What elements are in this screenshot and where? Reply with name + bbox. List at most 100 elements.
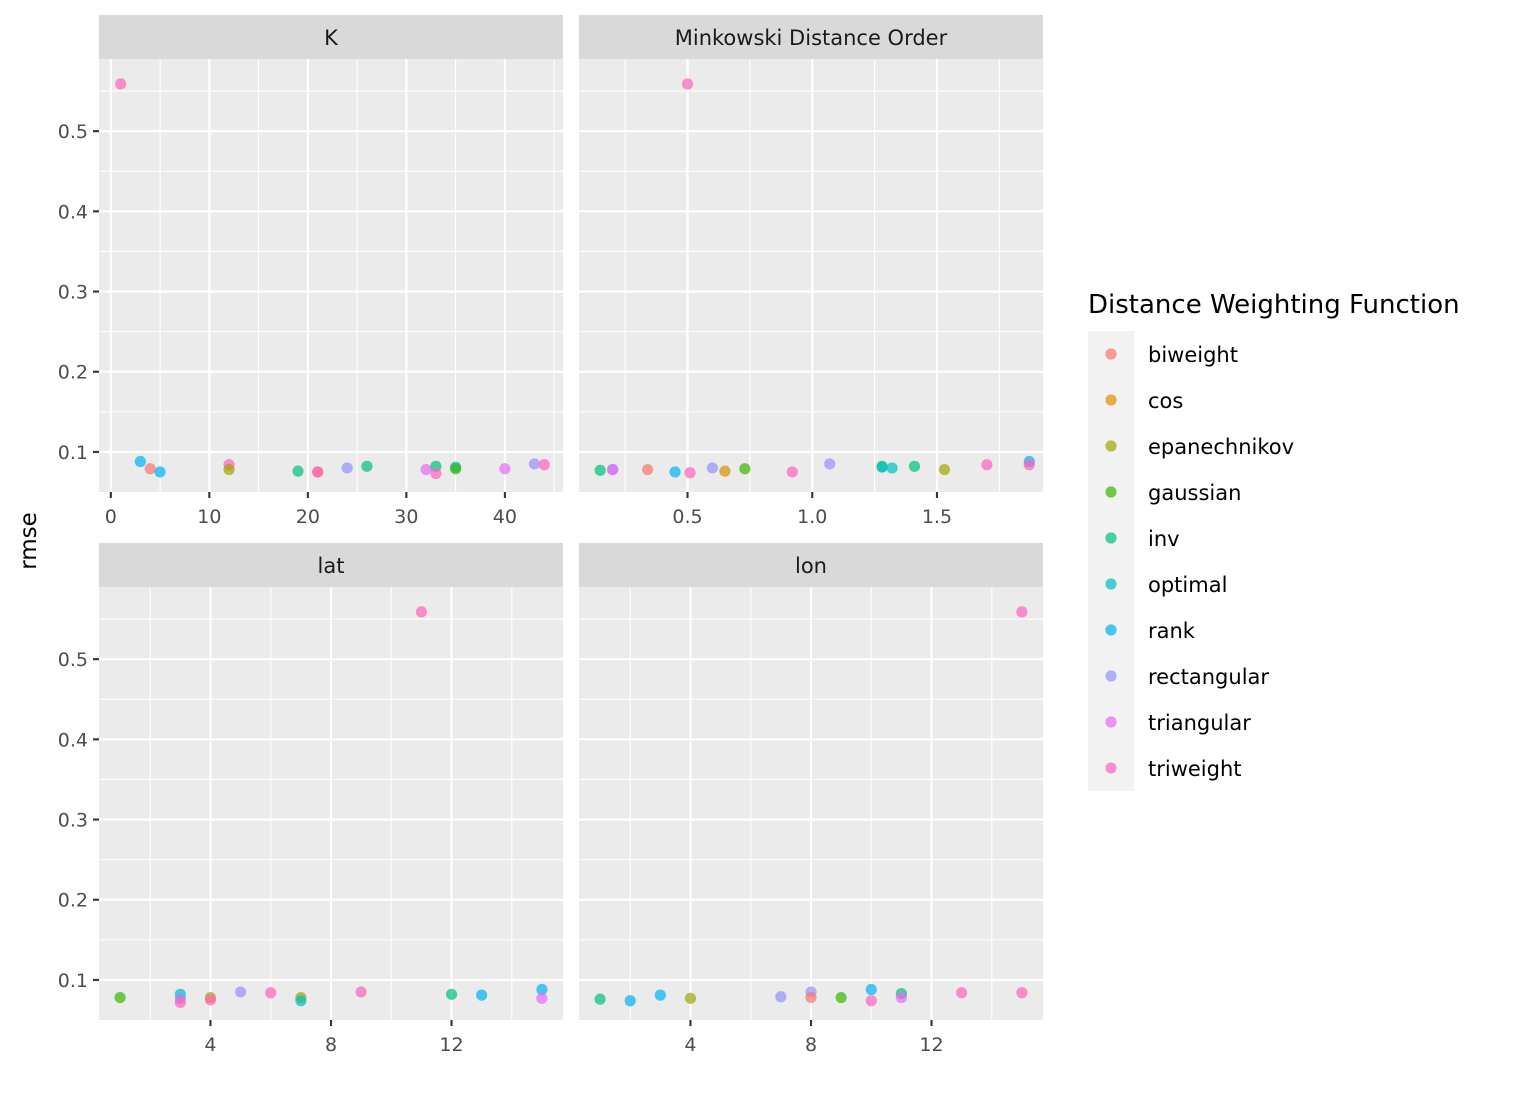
legend-marker [1105, 486, 1117, 498]
data-point-triangular [420, 463, 432, 476]
x-tick-label: 30 [394, 506, 418, 528]
x-tick-label: 1.0 [797, 506, 827, 528]
x-tick-label: 12 [439, 1034, 463, 1056]
data-point-optimal [876, 461, 888, 473]
facet-strip [579, 543, 1043, 587]
x-tick-label: 0 [105, 506, 117, 528]
legend-item-rank: rank [1105, 619, 1196, 643]
y-axis-title: rmse [16, 512, 42, 570]
legend-label: optimal [1148, 573, 1227, 597]
y-tick-label: 0.2 [58, 362, 88, 384]
data-point-gaussian [114, 991, 126, 1004]
legend-label: triweight [1148, 757, 1242, 781]
legend-marker [1105, 578, 1117, 590]
data-point-epanechnikov [223, 463, 235, 476]
panel-minkowski-distance-order: Minkowski Distance Order 0.5 1.0 1.5 [579, 15, 1043, 528]
legend-marker [1105, 394, 1117, 406]
legend-item-gaussian: gaussian [1105, 481, 1241, 505]
data-point-optimal [295, 995, 307, 1007]
legend-items: biweight cos epanechnikov gaussian inv optima… [1088, 331, 1294, 791]
data-point-triweight [430, 467, 442, 480]
data-point-rank [865, 983, 877, 996]
facet-strip-label: K [324, 26, 339, 50]
data-point-rank [624, 995, 636, 1007]
legend-marker [1105, 532, 1117, 544]
x-tick-label: 8 [325, 1034, 337, 1056]
data-point-cos [719, 465, 731, 477]
legend-label: inv [1148, 527, 1180, 551]
facet-strip-label: Minkowski Distance Order [675, 26, 948, 50]
data-point-rectangular [235, 986, 247, 998]
data-point-triweight [786, 466, 798, 478]
x-tick-label: 4 [204, 1034, 216, 1056]
legend-item-triweight: triweight [1105, 757, 1242, 781]
y-tick-label: 0.5 [58, 649, 88, 671]
legend-label: epanechnikov [1148, 435, 1294, 459]
data-point-gaussian [450, 463, 462, 475]
legend-item-rectangular: rectangular [1105, 665, 1269, 689]
data-point-inv [594, 993, 606, 1005]
data-point-rectangular [824, 458, 836, 470]
data-point-rectangular [706, 462, 719, 474]
x-tick-label: 12 [919, 1034, 943, 1056]
data-point-inv [445, 988, 458, 1000]
legend-title: Distance Weighting Function [1088, 290, 1460, 320]
data-point-triweight [265, 987, 277, 999]
legend-item-cos: cos [1105, 389, 1183, 413]
data-point-triweight [312, 466, 324, 478]
legend-marker [1105, 440, 1117, 452]
x-tick-label: 8 [805, 1034, 817, 1056]
data-point-triweight [1016, 987, 1028, 999]
data-point-gaussian [835, 991, 847, 1004]
data-point-triweight [174, 996, 186, 1008]
y-tick-label: 0.2 [58, 890, 88, 912]
facet-strip [579, 15, 1043, 59]
legend-marker [1105, 348, 1117, 360]
data-point-inv [292, 465, 304, 477]
data-point-triweight [981, 459, 993, 471]
y-tick-label: 0.3 [58, 282, 88, 304]
facet-strip [99, 543, 563, 587]
data-point-biweight [144, 463, 156, 475]
data-point-epanechnikov [938, 463, 951, 476]
data-point-triweight [355, 986, 367, 998]
legend-label: rank [1148, 619, 1196, 643]
data-point-triweight [204, 994, 217, 1006]
facet-strip-label: lat [318, 554, 345, 578]
legend: Distance Weighting Function biweight cos e… [1088, 290, 1460, 791]
x-tick-label: 40 [493, 506, 517, 528]
data-point-triweight [684, 467, 696, 479]
legend-item-triangular: triangular [1105, 711, 1251, 735]
panel-k: K 0 10 20 30 40 0.1 0.2 0.3 0.4 0.5 [58, 15, 563, 528]
legend-key-background [1088, 331, 1134, 791]
data-point-biweight [805, 991, 817, 1004]
data-point-triweight [1016, 606, 1028, 618]
x-tick-label: 4 [684, 1034, 696, 1056]
data-point-optimal [886, 462, 898, 474]
y-tick-label: 0.4 [58, 201, 88, 223]
data-point-rank [134, 455, 146, 468]
y-tick-label: 0.3 [58, 810, 88, 832]
data-point-triweight [415, 606, 427, 618]
legend-marker [1105, 716, 1117, 728]
legend-label: triangular [1148, 711, 1251, 735]
legend-item-epanechnikov: epanechnikov [1105, 435, 1294, 459]
panel-background [99, 59, 563, 492]
data-point-rectangular [775, 991, 787, 1003]
y-tick-label: 0.1 [58, 970, 88, 992]
data-point-triweight [115, 78, 127, 90]
panel-lon: lon 4 8 12 [579, 543, 1043, 1056]
data-point-triangular [895, 991, 907, 1004]
data-point-triweight [1023, 459, 1035, 471]
x-tick-label: 1.5 [922, 506, 952, 528]
data-point-inv [908, 460, 921, 472]
panel-lat: lat 4 8 12 0.1 0.2 0.3 0.4 0.5 [58, 543, 563, 1056]
data-point-inv [361, 460, 373, 472]
panel-background [579, 59, 1043, 492]
y-tick-label: 0.1 [58, 442, 88, 464]
data-point-triangular [607, 463, 619, 476]
data-point-biweight [642, 463, 654, 476]
data-point-rank [476, 989, 488, 1001]
data-point-triweight [865, 995, 877, 1007]
data-point-rank [536, 983, 548, 996]
